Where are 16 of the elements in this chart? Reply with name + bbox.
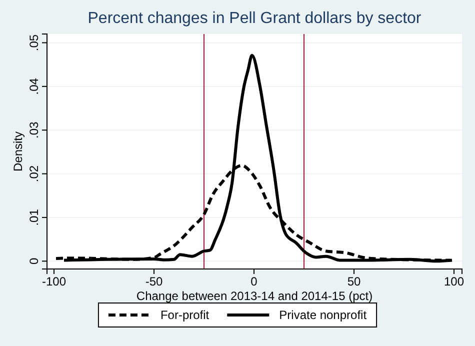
legend-label: Private nonprofit — [279, 308, 368, 322]
x-tick-label: -100 — [42, 274, 66, 289]
x-tick-label: 0 — [250, 274, 258, 289]
x-tick-label: -50 — [145, 274, 163, 289]
y-tick-label: .01 — [27, 208, 41, 226]
x-tick-label: 100 — [444, 274, 464, 289]
y-axis-title: Density — [11, 131, 25, 172]
x-axis-title: Change between 2013-14 and 2014-15 (pct) — [136, 289, 373, 303]
y-tick-label: 0 — [27, 257, 41, 264]
y-tick-label: .05 — [27, 34, 41, 52]
chart-title: Percent changes in Pell Grant dollars by sector — [88, 10, 422, 27]
legend-label: For-profit — [160, 308, 210, 322]
y-tick-label: .03 — [27, 121, 41, 138]
y-tick-label: .04 — [27, 78, 41, 95]
y-tick-label: .02 — [27, 165, 41, 182]
x-tick-label: 50 — [347, 274, 361, 289]
